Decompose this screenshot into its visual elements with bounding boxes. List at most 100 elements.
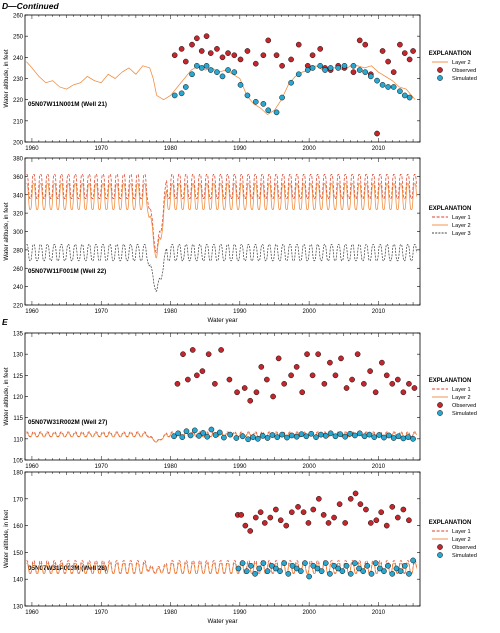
data-point-observed <box>171 52 178 59</box>
data-point-simulated <box>285 571 292 577</box>
data-point-simulated <box>372 560 379 566</box>
data-point-simulated <box>397 88 403 95</box>
y-tick-label: 240 <box>13 285 24 291</box>
data-point-observed <box>383 372 390 379</box>
data-point-observed <box>331 514 337 521</box>
data-point-simulated <box>237 82 244 88</box>
legend-label: Layer 1 <box>452 215 471 221</box>
data-point-simulated <box>274 434 281 440</box>
data-point-simulated <box>281 560 288 566</box>
data-point-simulated <box>198 65 205 71</box>
data-point-observed <box>281 380 288 387</box>
data-point-observed <box>242 522 249 529</box>
data-point-observed <box>205 351 212 357</box>
data-point-observed <box>410 48 416 54</box>
data-point-observed <box>383 522 390 529</box>
data-point-observed <box>257 509 264 516</box>
data-point-simulated <box>171 92 178 99</box>
data-point-simulated <box>225 67 231 73</box>
data-point-observed <box>258 364 265 370</box>
data-point-observed <box>225 50 231 56</box>
x-tick-label: 1980 <box>164 309 178 315</box>
x-tick-label: 1980 <box>164 464 178 470</box>
data-point-observed <box>244 48 251 54</box>
data-point-simulated <box>390 84 397 90</box>
data-point-simulated <box>183 428 190 435</box>
data-point-simulated <box>303 433 310 440</box>
data-point-simulated <box>259 433 266 439</box>
y-tick-label: 300 <box>13 230 24 236</box>
data-point-simulated <box>343 562 350 569</box>
data-point-observed <box>226 376 233 383</box>
data-point-observed <box>234 389 240 396</box>
data-point-simulated <box>293 565 300 572</box>
x-tick-label: 2000 <box>302 464 316 470</box>
data-point-simulated <box>376 565 383 572</box>
data-point-simulated <box>182 84 189 90</box>
data-point-simulated <box>356 565 362 572</box>
data-point-observed <box>347 495 354 502</box>
data-point-observed <box>389 380 396 387</box>
y-tick-label: 260 <box>13 267 24 273</box>
data-point-observed <box>304 351 310 357</box>
data-point-simulated <box>273 565 279 572</box>
data-point-simulated <box>306 573 312 580</box>
legend-title: EXPLANATION <box>429 51 472 57</box>
data-point-simulated <box>175 430 181 437</box>
data-point-observed <box>309 52 316 59</box>
legend-label: Layer 2 <box>452 60 471 66</box>
data-point-simulated <box>207 67 214 73</box>
data-point-simulated <box>356 67 363 73</box>
y-tick-label: 250 <box>13 35 24 41</box>
series-line-layer1 <box>26 173 417 254</box>
data-point-observed <box>252 514 259 521</box>
data-point-simulated <box>308 430 315 437</box>
data-point-observed <box>199 368 206 374</box>
y-tick-label: 210 <box>13 119 24 125</box>
data-point-simulated <box>252 571 258 577</box>
data-point-observed <box>389 504 396 510</box>
figure-label-d: D—Continued <box>2 1 59 11</box>
data-point-simulated <box>219 73 226 80</box>
data-point-simulated <box>302 560 308 566</box>
data-point-observed <box>317 46 324 52</box>
data-point-simulated <box>401 562 408 569</box>
data-point-observed <box>212 380 218 387</box>
well-title: 05N07W31R002M (Well 27) <box>28 419 107 426</box>
data-point-observed <box>305 520 312 526</box>
well-title: 05N07W11N001M (Well 21) <box>28 101 107 108</box>
data-point-observed <box>411 385 418 391</box>
y-tick-label: 180 <box>13 471 24 477</box>
data-point-simulated <box>379 82 386 88</box>
data-point-simulated <box>322 67 328 73</box>
data-point-simulated <box>309 65 316 71</box>
y-tick-label: 120 <box>13 395 24 401</box>
legend-title: EXPLANATION <box>429 206 472 212</box>
data-point-simulated <box>239 560 246 566</box>
data-point-observed <box>300 509 307 516</box>
data-point-simulated <box>381 568 387 574</box>
data-point-simulated <box>171 433 177 440</box>
y-tick-label: 360 <box>13 175 24 181</box>
legend-label: Simulated <box>452 411 477 417</box>
data-point-simulated <box>347 571 354 577</box>
data-point-simulated <box>314 565 321 572</box>
data-point-simulated <box>395 433 402 440</box>
x-tick-label: 2000 <box>302 146 316 152</box>
legend-swatch-observed <box>437 544 443 550</box>
data-point-observed <box>253 389 260 396</box>
chart-panel-2: 220 240 260 280 300 320 340 360 380 1960 1970 1980 1… <box>3 157 471 325</box>
data-point-simulated <box>385 84 391 90</box>
data-point-observed <box>357 501 364 507</box>
data-point-simulated <box>405 434 412 440</box>
legend-label: Observed <box>452 545 476 551</box>
data-point-simulated <box>304 67 311 73</box>
data-point-observed <box>338 355 344 362</box>
data-point-simulated <box>260 560 267 566</box>
data-point-simulated <box>400 435 407 442</box>
x-tick-label: 1990 <box>233 309 247 315</box>
data-point-observed <box>356 37 363 44</box>
data-point-observed <box>400 389 407 396</box>
x-tick-label: 1970 <box>95 309 109 315</box>
series-line-layer3 <box>26 244 417 292</box>
